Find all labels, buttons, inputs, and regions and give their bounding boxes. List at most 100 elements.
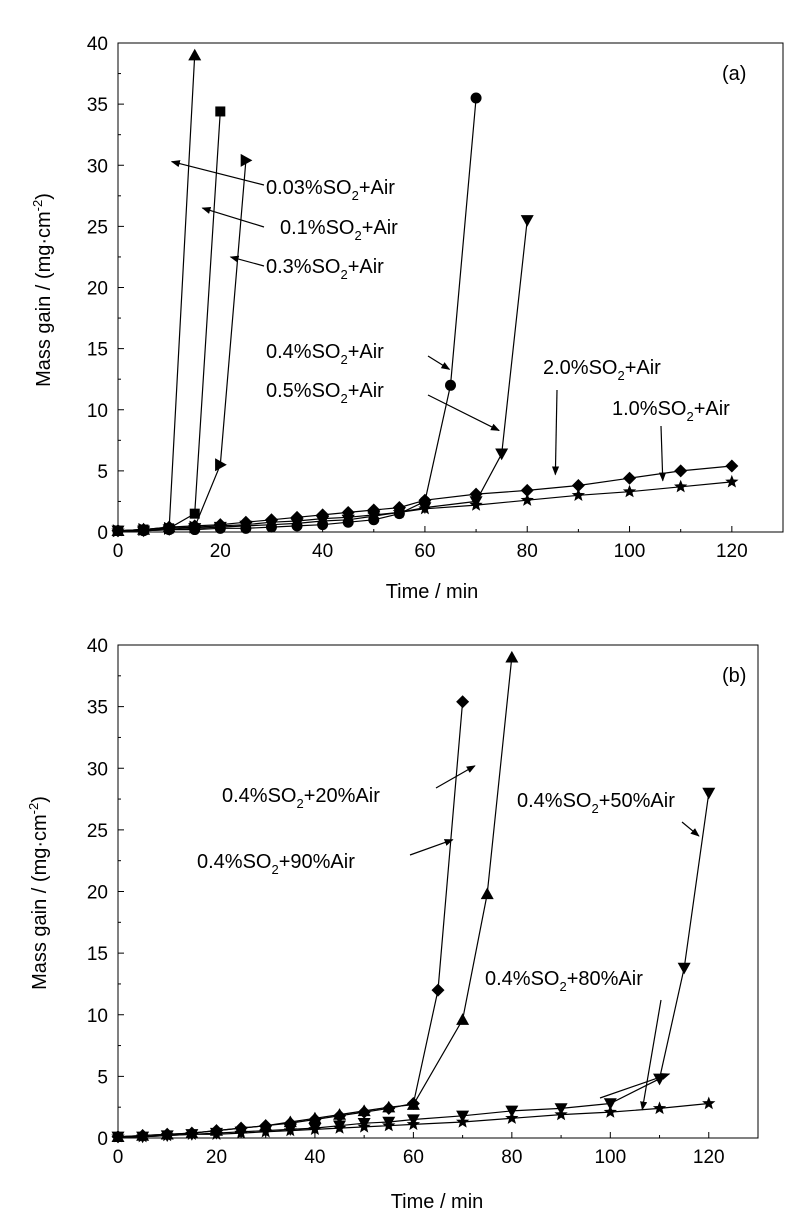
data-point <box>406 1117 420 1131</box>
data-point <box>185 1127 199 1140</box>
data-point <box>357 1104 371 1117</box>
x-tick-label: 20 <box>210 541 231 562</box>
data-point <box>674 464 688 478</box>
annotation-text: 0.4%SO <box>517 790 591 812</box>
annotation-arrow <box>229 255 265 267</box>
plot-frame <box>117 644 759 1139</box>
y-label-close: ) <box>29 796 51 803</box>
data-point <box>111 523 125 537</box>
annotation-text: 0.4%SO <box>485 968 559 990</box>
series-markers <box>111 48 739 538</box>
series-line <box>118 220 528 532</box>
annotation-text: 0.3%SO <box>266 256 340 278</box>
data-point <box>725 474 739 488</box>
x-axis-ticks: 0 20 40 60 80 100 120 <box>113 526 748 562</box>
data-point <box>505 650 519 663</box>
data-point <box>674 479 688 493</box>
annotation-subscript: 2 <box>591 801 598 816</box>
x-axis-label: Time / min <box>391 1191 484 1213</box>
data-point <box>111 1129 125 1143</box>
x-tick-label: 40 <box>304 1147 325 1168</box>
annotation-label: 0.03%SO2+Air <box>266 177 395 203</box>
data-point <box>445 379 456 391</box>
series-line <box>117 55 196 532</box>
data-point <box>554 1107 568 1121</box>
annotation-subscript: 2 <box>617 368 624 383</box>
series-lines <box>117 55 732 532</box>
data-point <box>188 48 202 61</box>
x-tick-label: 120 <box>716 541 748 562</box>
data-point <box>308 1111 322 1124</box>
data-point <box>456 1013 470 1025</box>
data-point <box>189 508 200 519</box>
annotation-subscript: 2 <box>340 267 347 282</box>
panel-label: (a) <box>722 63 746 85</box>
x-tick-label: 60 <box>403 1147 424 1168</box>
y-tick-label: 35 <box>87 698 108 719</box>
annotation-label: 2.0%SO2+Air <box>543 357 661 383</box>
data-point <box>603 1098 617 1110</box>
y-label-main: Mass gain / (mg·cm <box>33 211 55 387</box>
series-line <box>117 701 464 1138</box>
data-point <box>283 1123 297 1137</box>
data-point <box>136 522 151 536</box>
data-point <box>652 1101 667 1115</box>
annotation-arrow <box>201 206 265 228</box>
y-tick-label: 30 <box>87 759 108 780</box>
data-point <box>215 106 226 117</box>
y-tick-label: 15 <box>87 340 108 361</box>
data-point <box>469 487 483 501</box>
y-tick-label: 5 <box>97 462 108 483</box>
data-point <box>571 488 585 501</box>
series-markers <box>111 650 716 1144</box>
y-tick-label: 0 <box>97 1129 108 1150</box>
data-point <box>239 517 253 531</box>
annotation-arrow <box>427 355 451 370</box>
y-tick-label: 30 <box>87 156 108 177</box>
annotation-text: 0.4%SO <box>266 341 340 363</box>
x-axis-label: Time / min <box>386 581 479 603</box>
data-point <box>209 1127 224 1140</box>
data-point <box>623 471 637 485</box>
x-tick-label: 80 <box>501 1147 522 1168</box>
annotation-text: 0.5%SO <box>266 380 340 402</box>
data-point <box>162 521 176 534</box>
annotation-label: 0.3%SO2+Air <box>266 256 384 282</box>
series-line <box>117 657 513 1138</box>
data-point <box>259 1124 273 1138</box>
y-label-main: Mass gain / (mg·cm <box>29 814 51 990</box>
y-label-sup: -2 <box>30 200 45 212</box>
y-tick-label: 25 <box>87 821 108 842</box>
data-point <box>382 1118 396 1132</box>
chart-panel-a: 0 20 40 60 80 100 120 0 5 10 15 20 25 30 35 40 0.03%SO… <box>30 34 784 603</box>
data-point <box>213 518 227 532</box>
data-point <box>702 1096 716 1110</box>
annotation-subscript: 2 <box>686 409 693 424</box>
annotation-tail: +Air <box>348 256 384 278</box>
data-point <box>392 505 406 519</box>
annotation-label: 0.4%SO2+20%Air <box>222 785 380 811</box>
annotation-tail: +20%Air <box>304 785 380 807</box>
annotation-subscript: 2 <box>354 228 361 243</box>
data-point <box>406 1098 420 1110</box>
annotation-tail: +Air <box>348 341 384 363</box>
annotation-tail: +Air <box>362 217 398 239</box>
x-tick-label: 120 <box>693 1147 725 1168</box>
data-point <box>431 983 445 997</box>
annotation-subscript: 2 <box>340 352 347 367</box>
series-line <box>117 111 221 532</box>
annotation-subscript: 2 <box>352 188 359 203</box>
annotation-tail: +Air <box>348 380 384 402</box>
y-axis-ticks: 0 5 10 15 20 25 30 35 40 <box>87 636 124 1150</box>
y-tick-label: 5 <box>97 1067 108 1088</box>
y-tick-label: 10 <box>87 1006 108 1027</box>
data-point <box>240 153 253 167</box>
y-axis-label: Mass gain / (mg·cm-2) <box>30 193 55 387</box>
annotation-label: 0.4%SO2+90%Air <box>197 851 355 877</box>
x-tick-label: 60 <box>414 541 435 562</box>
series-lines <box>117 657 710 1138</box>
data-point <box>160 1128 174 1142</box>
x-tick-label: 80 <box>517 541 538 562</box>
annotation-arrows <box>170 160 667 482</box>
